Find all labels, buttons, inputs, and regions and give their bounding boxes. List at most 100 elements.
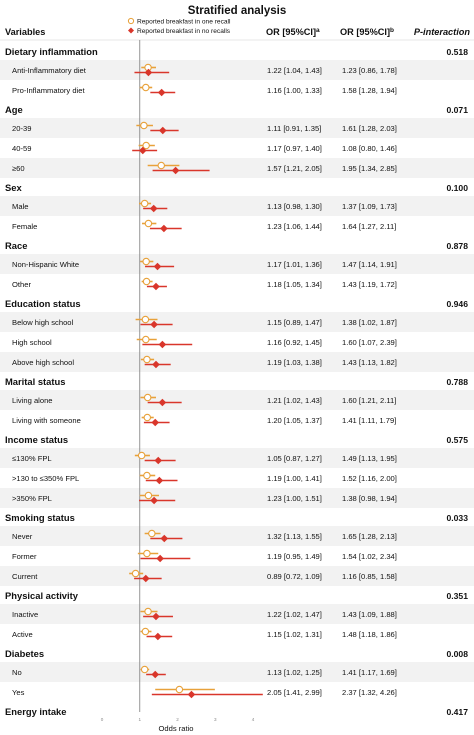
point-one-recall	[157, 161, 166, 170]
or-a-value: 1.18 [1.05, 1.34]	[267, 280, 322, 289]
group-label: Education status	[5, 298, 81, 309]
p-interaction-value: 0.878	[446, 241, 468, 251]
or-b-value: 1.41 [1.11, 1.79]	[342, 416, 396, 425]
header-or-a-text: OR [95%CI]	[266, 27, 316, 37]
header-or-b: OR [95%CI]b	[340, 27, 394, 37]
row-label: Current	[12, 572, 38, 581]
point-no-recalls	[155, 476, 164, 485]
or-b-value: 1.49 [1.13, 1.95]	[342, 454, 397, 463]
or-a-value: 1.57 [1.21, 2.05]	[267, 164, 322, 173]
point-one-recall	[142, 257, 150, 266]
group-label: Income status	[5, 434, 68, 445]
or-b-value: 1.54 [1.02, 2.34]	[342, 552, 397, 561]
point-one-recall	[140, 199, 149, 208]
row-label: Active	[12, 630, 33, 639]
point-one-recall	[142, 83, 150, 92]
point-one-recall	[140, 665, 149, 674]
row-label: ≥60	[12, 164, 25, 173]
p-interaction-value: 0.351	[446, 591, 468, 601]
p-interaction-value: 0.518	[446, 47, 468, 57]
row-band	[0, 662, 474, 682]
or-a-value: 1.19 [1.00, 1.41]	[267, 474, 322, 483]
point-one-recall	[143, 355, 151, 364]
row-label: Living with someone	[12, 416, 81, 425]
p-interaction-value: 0.788	[446, 377, 468, 387]
point-no-recalls	[158, 398, 167, 407]
point-one-recall	[148, 529, 156, 538]
or-b-value: 1.23 [0.86, 1.78]	[342, 66, 397, 75]
point-one-recall	[142, 141, 150, 150]
or-a-value: 1.21 [1.02, 1.43]	[267, 396, 322, 405]
point-no-recalls	[150, 496, 158, 505]
row-band	[0, 566, 474, 586]
row-label: Anti-Inflammatory diet	[12, 66, 87, 75]
row-band	[0, 118, 474, 138]
row-label: Other	[12, 280, 31, 289]
or-b-value: 1.38 [1.02, 1.87]	[342, 318, 397, 327]
row-label: Male	[12, 202, 28, 211]
row-band	[0, 274, 474, 294]
x-tick-label: 2	[176, 717, 179, 722]
point-no-recalls	[158, 126, 167, 135]
or-a-value: 1.13 [1.02, 1.25]	[267, 668, 322, 677]
p-interaction-value: 0.008	[446, 649, 468, 659]
point-no-recalls	[150, 320, 158, 329]
point-no-recalls	[157, 88, 166, 97]
or-a-value: 0.89 [0.72, 1.09]	[267, 572, 322, 581]
chart-title: Stratified analysis	[188, 5, 286, 17]
point-one-recall	[143, 549, 151, 558]
or-b-value: 2.37 [1.32, 4.26]	[342, 688, 397, 697]
header-or-a-superscript: a	[316, 27, 320, 34]
x-tick-label: 4	[252, 717, 255, 722]
row-label: High school	[12, 338, 52, 347]
or-a-value: 1.05 [0.87, 1.27]	[267, 454, 322, 463]
point-no-recalls	[144, 68, 153, 77]
point-no-recalls	[151, 670, 160, 679]
legend-one-recall-marker	[127, 17, 135, 25]
point-one-recall	[140, 121, 148, 130]
point-no-recalls	[158, 340, 167, 349]
or-a-value: 1.11 [0.91, 1.35]	[267, 124, 321, 133]
group-label: Race	[5, 240, 27, 251]
row-band	[0, 196, 474, 216]
or-a-value: 1.19 [0.95, 1.49]	[267, 552, 322, 561]
row-band	[0, 410, 474, 430]
or-a-value: 1.23 [1.06, 1.44]	[267, 222, 322, 231]
or-a-value: 1.32 [1.13, 1.55]	[267, 532, 322, 541]
point-no-recalls	[152, 360, 160, 369]
or-a-value: 1.22 [1.02, 1.47]	[267, 610, 322, 619]
row-label: Former	[12, 552, 37, 561]
point-no-recalls	[187, 690, 196, 699]
row-band	[0, 624, 474, 644]
row-label: Above high school	[12, 358, 74, 367]
row-band	[0, 158, 474, 178]
or-a-value: 1.19 [1.03, 1.38]	[267, 358, 322, 367]
point-no-recalls	[160, 534, 169, 543]
group-label: Age	[5, 104, 23, 115]
or-a-value: 1.23 [1.00, 1.51]	[267, 494, 322, 503]
row-band	[0, 254, 474, 274]
row-label: Female	[12, 222, 37, 231]
row-label: >350% FPL	[12, 494, 52, 503]
row-band	[0, 468, 474, 488]
group-label: Smoking status	[5, 512, 75, 523]
or-b-value: 1.52 [1.16, 2.00]	[342, 474, 397, 483]
legend-no-recalls-label: Reported breakfast in no recalls	[137, 28, 231, 35]
row-label: ≤130% FPL	[12, 454, 52, 463]
or-a-value: 1.15 [0.89, 1.47]	[267, 318, 322, 327]
point-one-recall	[143, 413, 152, 422]
row-band	[0, 332, 474, 352]
point-one-recall	[144, 219, 153, 228]
point-one-recall	[175, 685, 184, 694]
group-label: Marital status	[5, 376, 65, 387]
row-band	[0, 80, 474, 100]
row-band	[0, 682, 474, 702]
row-band	[0, 488, 474, 508]
point-no-recalls	[171, 166, 180, 175]
point-no-recalls	[141, 574, 150, 583]
header-or-a: OR [95%CI]a	[266, 27, 320, 37]
row-label: Below high school	[12, 318, 74, 327]
row-label: 40-59	[12, 144, 31, 153]
